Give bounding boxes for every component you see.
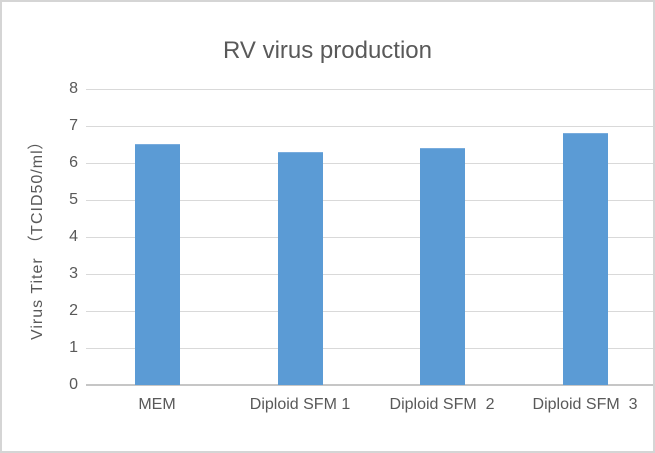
bar-diploid-sfm-1 (278, 152, 323, 385)
y-tick-label-5: 5 (69, 191, 78, 208)
x-tick-label-diploid-sfm-1: Diploid SFM 1 (249, 396, 351, 413)
chart-title: RV virus production (223, 37, 432, 64)
y-axis-tick-labels: 0 1 2 3 4 5 6 7 8 (2, 80, 78, 393)
y-tick-label-3: 3 (69, 265, 78, 282)
gridline-y-6 (86, 163, 653, 164)
bar-diploid-sfm-2 (420, 148, 465, 385)
bar-diploid-sfm-3 (563, 133, 608, 385)
x-axis-line (86, 384, 653, 386)
y-tick-label-1: 1 (69, 339, 78, 356)
y-tick-label-7: 7 (69, 117, 78, 134)
x-tick-label-mem: MEM (138, 396, 176, 413)
y-tick-label-4: 4 (69, 228, 78, 245)
bar-mem (135, 144, 180, 385)
y-tick-label-8: 8 (69, 80, 78, 97)
gridline-y-4 (86, 237, 653, 238)
gridline-y-2 (86, 311, 653, 312)
y-tick-label-2: 2 (69, 302, 78, 319)
gridline-y-1 (86, 348, 653, 349)
plot-area (86, 89, 653, 386)
y-tick-label-6: 6 (69, 154, 78, 171)
gridline-y-3 (86, 274, 653, 275)
gridline-y-7 (86, 126, 653, 127)
gridline-y-8 (86, 89, 653, 90)
x-tick-label-diploid-sfm-2: Diploid SFM 2 (389, 396, 495, 413)
x-axis-category-labels: MEM Diploid SFM 1 Diploid SFM 2 Diploid SFM… (86, 396, 653, 418)
x-tick-label-diploid-sfm-3: Diploid SFM 3 (532, 396, 638, 413)
gridline-y-5 (86, 200, 653, 201)
y-tick-label-0: 0 (69, 376, 78, 393)
